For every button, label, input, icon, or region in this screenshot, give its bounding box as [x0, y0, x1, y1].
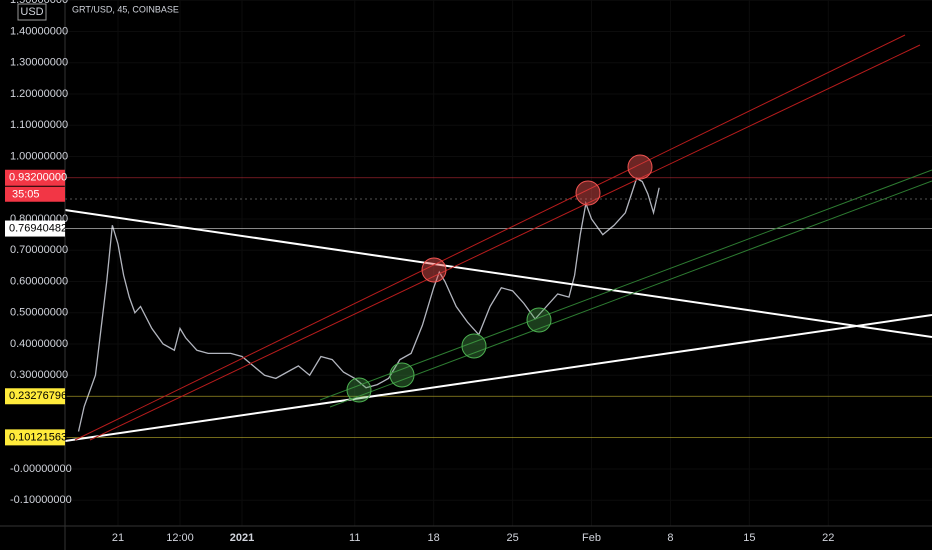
price-badge [5, 388, 65, 405]
x-tick-label: 25 [506, 532, 518, 544]
price-badge-label: 0.10121563 [9, 431, 67, 443]
x-tick-label: 22 [822, 532, 834, 544]
trend-line [64, 314, 932, 442]
marker [627, 154, 653, 180]
marker [389, 362, 415, 388]
x-tick-label: 2021 [230, 532, 254, 544]
channel-line [319, 169, 932, 401]
price-badge-label: 0.76940482 [9, 222, 67, 234]
y-tick-label: 1.50000000 [10, 0, 68, 6]
y-tick-label: 1.10000000 [10, 119, 68, 131]
price-badge-label: 0.23276796 [9, 390, 67, 402]
y-tick-label: 1.20000000 [10, 88, 68, 100]
marker [346, 377, 372, 403]
plot-area [65, 0, 932, 526]
y-axis-panel [0, 0, 65, 550]
price-badge [5, 169, 65, 186]
y-tick-label: -0.00000000 [10, 463, 72, 475]
channel-line [329, 180, 932, 408]
y-tick-label: -0.10000000 [10, 494, 72, 506]
currency-box [17, 3, 47, 21]
x-tick-label: 15 [743, 532, 755, 544]
x-tick-label: 12:00 [166, 532, 194, 544]
y-tick-label: 1.40000000 [10, 25, 68, 37]
x-tick-label: 21 [112, 532, 124, 544]
price-badge-label: 0.93200000 [9, 172, 67, 184]
marker [575, 180, 601, 206]
y-tick-label: 0.40000000 [10, 338, 68, 350]
chart-title: GRT/USD, 45, COINBASE [72, 4, 179, 14]
channel-line [74, 34, 906, 441]
price-line [77, 177, 660, 432]
currency: USD [20, 6, 43, 18]
marker [526, 307, 552, 333]
y-tick-label: 0.30000000 [10, 369, 68, 381]
drawings [64, 34, 932, 442]
price-badge [5, 429, 65, 446]
countdown-badge [5, 186, 65, 202]
x-tick-label: 18 [428, 532, 440, 544]
y-tick-label: 0.50000000 [10, 307, 68, 319]
y-tick-label: 1.30000000 [10, 57, 68, 69]
channel-line [89, 44, 921, 441]
marker [461, 333, 487, 359]
y-tick-label: 0.60000000 [10, 275, 68, 287]
trend-line [64, 209, 932, 338]
axes: 21 12:00 2021 11 18 25 Feb 8 15 22 1.50000000 1.400… [10, 0, 834, 544]
price-badge [5, 220, 65, 237]
x-axis-panel [0, 526, 932, 550]
x-tick-label: 8 [667, 532, 673, 544]
x-tick-label: 11 [349, 532, 360, 544]
y-tick-label: 1.00000000 [10, 150, 68, 162]
countdown: 35:05 [12, 189, 40, 201]
marker [421, 257, 447, 283]
x-tick-label: Feb [582, 532, 601, 544]
y-tick-label: 0.70000000 [10, 244, 68, 256]
